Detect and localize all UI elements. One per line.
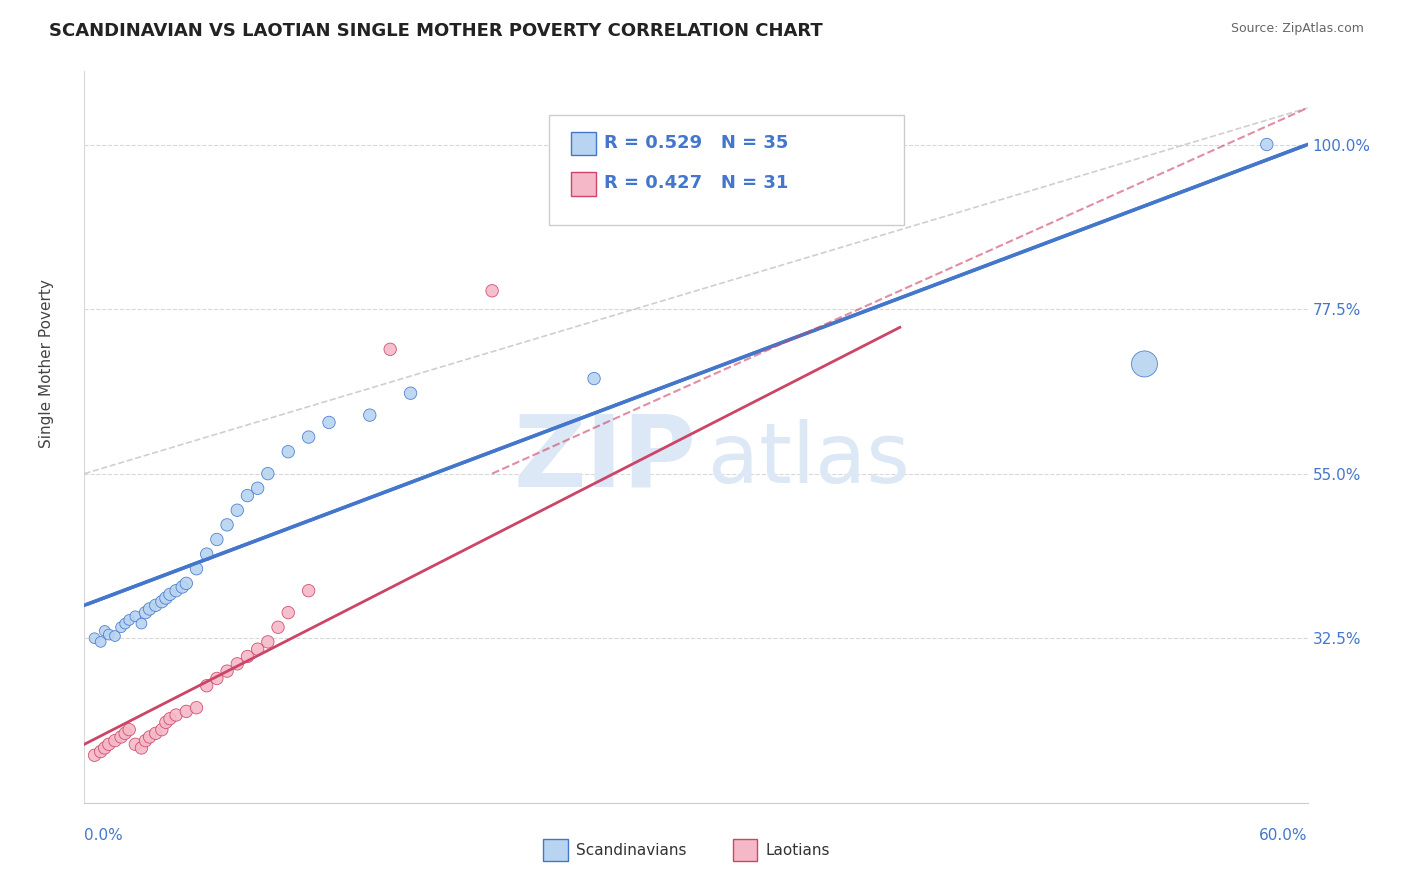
Point	[135, 606, 157, 620]
Point	[195, 547, 218, 561]
Point	[135, 733, 157, 747]
Point	[205, 533, 228, 547]
Point	[90, 635, 112, 649]
Point	[110, 730, 132, 744]
Point	[257, 635, 280, 649]
Text: Laotians: Laotians	[766, 843, 830, 858]
Text: 0.0%: 0.0%	[84, 829, 124, 844]
Point	[150, 594, 173, 608]
Point	[226, 657, 249, 671]
Point	[298, 430, 321, 444]
Text: R = 0.529   N = 35: R = 0.529 N = 35	[605, 134, 789, 152]
Point	[257, 467, 280, 481]
Point	[267, 620, 290, 634]
Point	[246, 642, 269, 657]
Point	[155, 591, 177, 605]
Point	[114, 616, 136, 631]
Point	[195, 679, 218, 693]
Point	[236, 649, 259, 664]
Point	[118, 723, 141, 737]
Point	[97, 627, 120, 641]
Point	[97, 737, 120, 751]
Point	[145, 599, 167, 613]
Text: Source: ZipAtlas.com: Source: ZipAtlas.com	[1230, 22, 1364, 36]
Point	[236, 489, 259, 503]
Text: 60.0%: 60.0%	[1260, 829, 1308, 844]
Point	[93, 740, 115, 755]
Point	[359, 408, 381, 422]
Point	[172, 580, 194, 594]
Point	[399, 386, 422, 401]
Text: Scandinavians: Scandinavians	[576, 843, 686, 858]
Point	[583, 371, 606, 385]
Point	[114, 726, 136, 740]
Text: R = 0.427   N = 31: R = 0.427 N = 31	[605, 174, 789, 193]
Point	[118, 613, 141, 627]
Point	[226, 503, 249, 517]
FancyBboxPatch shape	[571, 172, 596, 195]
Point	[138, 730, 160, 744]
Point	[138, 602, 160, 616]
FancyBboxPatch shape	[733, 839, 758, 862]
Point	[83, 632, 105, 646]
Point	[174, 705, 197, 719]
Text: atlas: atlas	[709, 418, 910, 500]
Point	[131, 740, 153, 755]
Point	[380, 343, 402, 357]
Point	[104, 733, 127, 747]
Text: ZIP: ZIP	[513, 410, 696, 508]
FancyBboxPatch shape	[571, 132, 596, 155]
Point	[124, 609, 146, 624]
Text: SCANDINAVIAN VS LAOTIAN SINGLE MOTHER POVERTY CORRELATION CHART: SCANDINAVIAN VS LAOTIAN SINGLE MOTHER PO…	[49, 22, 823, 40]
Point	[186, 562, 208, 576]
Point	[90, 745, 112, 759]
Point	[298, 583, 321, 598]
Point	[318, 416, 340, 430]
Point	[93, 624, 115, 638]
Point	[186, 700, 208, 714]
Point	[217, 664, 239, 678]
Point	[1256, 137, 1278, 152]
Point	[1133, 357, 1156, 371]
Point	[174, 576, 197, 591]
Point	[150, 723, 173, 737]
Point	[155, 715, 177, 730]
Point	[159, 712, 181, 726]
Point	[145, 726, 167, 740]
Point	[159, 587, 181, 601]
Point	[217, 517, 239, 532]
Point	[205, 672, 228, 686]
FancyBboxPatch shape	[543, 839, 568, 862]
FancyBboxPatch shape	[550, 115, 904, 225]
Point	[246, 481, 269, 495]
Point	[110, 620, 132, 634]
Point	[277, 444, 299, 458]
Point	[83, 748, 105, 763]
Point	[104, 629, 127, 643]
Point	[481, 284, 503, 298]
Point	[165, 708, 187, 723]
Point	[277, 606, 299, 620]
Text: Single Mother Poverty: Single Mother Poverty	[39, 279, 53, 449]
Point	[124, 737, 146, 751]
Point	[165, 583, 187, 598]
Point	[131, 616, 153, 631]
